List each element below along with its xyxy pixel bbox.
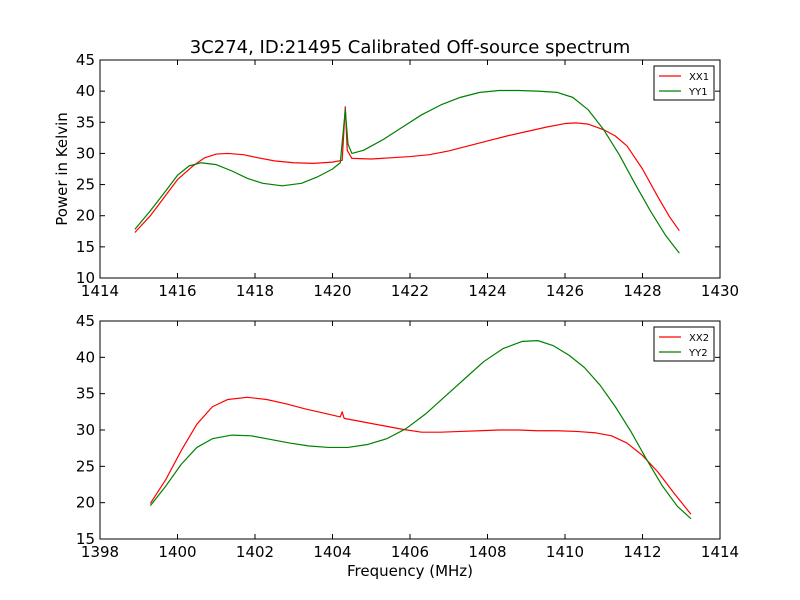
bottom-x-tick-label: 1412 <box>623 543 661 561</box>
bottom-legend-label: YY2 <box>688 348 708 359</box>
bottom-x-tick-label: 1408 <box>468 543 506 561</box>
top-y-axis-label: Power in Kelvin <box>53 112 71 226</box>
top-x-tick-label: 1428 <box>623 282 661 300</box>
bottom-plot: 1398 1400 1402 1404 1406 1408 1410 1412 1414 15 20… <box>76 312 739 561</box>
top-x-tick-label: 1420 <box>313 282 351 300</box>
top-x-tick-label: 1430 <box>701 282 739 300</box>
bottom-y-tick-label: 40 <box>76 348 95 366</box>
bottom-x-tick-label: 1402 <box>236 543 274 561</box>
bottom-x-tick-label: 1400 <box>158 543 196 561</box>
top-y-tick-label: 45 <box>76 51 95 69</box>
bottom-y-tick-label: 35 <box>76 385 95 403</box>
bottom-x-axis-label: Frequency (MHz) <box>347 562 473 580</box>
top-x-tick-label: 1414 <box>81 282 119 300</box>
top-y-tick-label: 35 <box>76 113 95 131</box>
bottom-y-tick-label: 25 <box>76 457 95 475</box>
top-x-tick-label: 1422 <box>391 282 429 300</box>
bottom-x-tick-label: 1410 <box>546 543 584 561</box>
top-y-tick-label: 10 <box>76 269 95 287</box>
top-legend-label: XX1 <box>689 72 709 83</box>
chart-title: 3C274, ID:21495 Calibrated Off-source sp… <box>190 37 631 58</box>
top-y-tick-label: 30 <box>76 144 95 162</box>
bottom-y-tick-label: 15 <box>76 530 95 548</box>
top-x-tick-label: 1416 <box>158 282 196 300</box>
top-series-yy1 <box>134 89 680 254</box>
bottom-series-xx2 <box>149 396 692 515</box>
bottom-y-tick-label: 20 <box>76 494 95 512</box>
bottom-axes-frame <box>99 320 721 540</box>
bottom-legend-label: XX2 <box>689 333 709 344</box>
top-y-tick-label: 40 <box>76 82 95 100</box>
top-legend-label: YY1 <box>688 87 708 98</box>
top-plot: 1414 1416 1418 1420 1422 1424 1426 1428 1430 10 15… <box>76 51 739 300</box>
top-y-tick-label: 20 <box>76 207 95 225</box>
bottom-series-yy2 <box>149 340 692 520</box>
bottom-x-tick-label: 1398 <box>81 543 119 561</box>
top-y-tick-label: 25 <box>76 176 95 194</box>
top-series-xx1 <box>134 106 680 233</box>
top-x-tick-label: 1426 <box>546 282 584 300</box>
bottom-legend-box <box>653 326 715 362</box>
top-y-tick-label: 15 <box>76 238 95 256</box>
top-legend-box <box>653 65 715 101</box>
bottom-y-tick-label: 30 <box>76 421 95 439</box>
bottom-x-tick-label: 1406 <box>391 543 429 561</box>
top-x-tick-label: 1424 <box>468 282 506 300</box>
bottom-x-tick-label: 1414 <box>701 543 739 561</box>
top-axes-frame <box>99 59 721 279</box>
top-x-tick-label: 1418 <box>236 282 274 300</box>
bottom-y-tick-label: 45 <box>76 312 95 330</box>
bottom-x-tick-label: 1404 <box>313 543 351 561</box>
